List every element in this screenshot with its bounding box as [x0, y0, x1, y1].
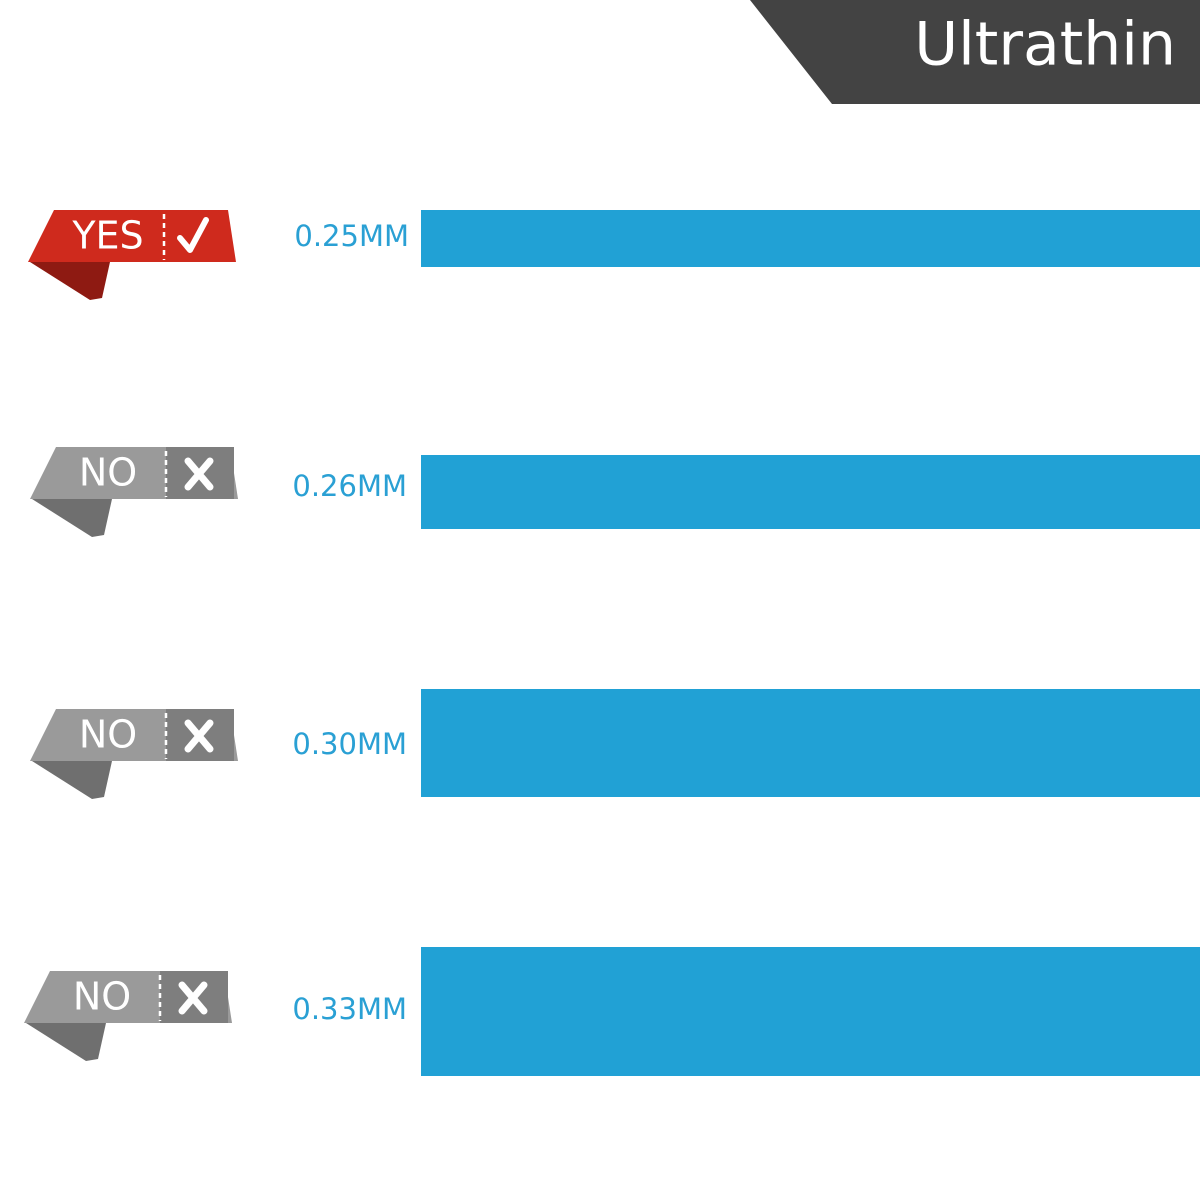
badge-text: YES: [71, 214, 143, 258]
size-label: 0.30MM: [292, 727, 407, 761]
header-banner: [750, 0, 1200, 104]
size-label: 0.26MM: [292, 469, 407, 503]
thickness-bar: [421, 210, 1200, 267]
size-label: 0.25MM: [294, 219, 409, 253]
thickness-bar: [421, 455, 1200, 529]
size-label: 0.33MM: [292, 992, 407, 1026]
thickness-bar: [421, 947, 1200, 1076]
row: YES 0.25MM: [28, 210, 1200, 300]
row: NO 0.30MM: [30, 689, 1200, 799]
row: NO 0.33MM: [24, 947, 1200, 1076]
row: NO 0.26MM: [30, 447, 1200, 537]
thickness-bar: [421, 689, 1200, 797]
badge-text: NO: [73, 975, 131, 1019]
badge-text: NO: [79, 713, 137, 757]
header-title: Ultrathin: [914, 10, 1176, 80]
badge-text: NO: [79, 451, 137, 495]
